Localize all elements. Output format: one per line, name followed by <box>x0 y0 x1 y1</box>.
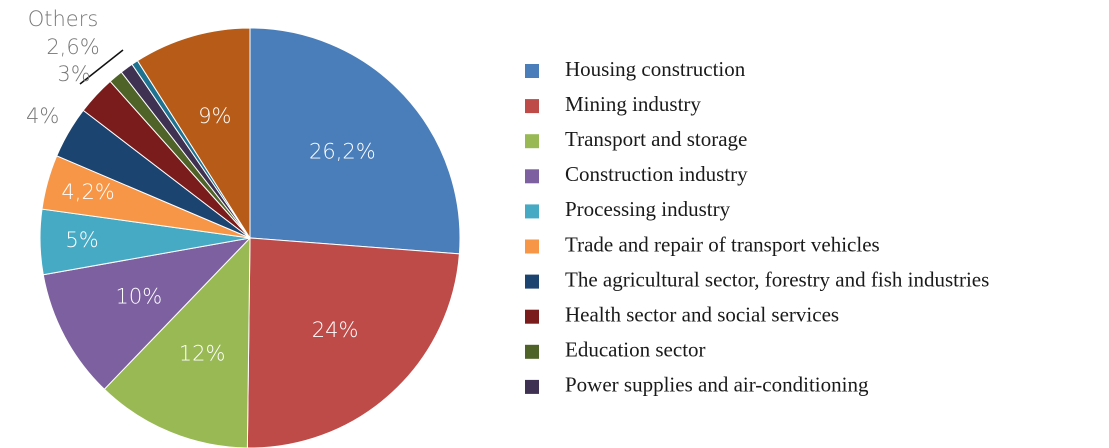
legend-swatch <box>525 99 539 114</box>
data-label: 10% <box>115 284 162 308</box>
pie-slice <box>246 237 460 448</box>
legend-label: The agricultural sector, forestry and fi… <box>565 267 989 291</box>
data-label: 9% <box>198 104 231 128</box>
data-label: 3% <box>57 62 90 86</box>
annotation-line <box>79 49 124 85</box>
legend-swatch <box>525 274 539 289</box>
legend-swatch <box>525 169 539 184</box>
legend-label: Health sector and social services <box>565 303 839 327</box>
data-label: 4% <box>26 104 59 128</box>
legend-swatch <box>525 309 539 324</box>
legend-swatch <box>525 204 539 219</box>
data-label: 24% <box>312 318 359 342</box>
pie-slice <box>42 237 252 390</box>
legend-label: Transport and storage <box>565 127 747 151</box>
legend-swatch <box>525 239 539 254</box>
legend-label: Trade and repair of transport vehicles <box>565 232 880 256</box>
legend-label: Power supplies and air-conditioning <box>565 373 869 397</box>
legend-label: Housing construction <box>565 57 746 81</box>
annotation-text: Others <box>28 7 99 31</box>
data-label: 5% <box>65 228 98 252</box>
legend-label: Construction industry <box>565 162 748 186</box>
annotation-label: 2,6% <box>46 35 99 59</box>
data-label: 26,2% <box>309 139 376 163</box>
legend-swatch <box>525 134 539 149</box>
data-label: 12% <box>179 342 226 366</box>
legend-swatch <box>525 379 539 394</box>
legend-label: Mining industry <box>565 92 701 116</box>
legend-swatch <box>525 344 539 359</box>
pie-slice <box>136 27 251 240</box>
pie-slice <box>249 27 461 255</box>
legend-label: Processing industry <box>565 197 731 221</box>
data-label: 4,2% <box>61 180 114 204</box>
legend-label: Education sector <box>565 338 706 362</box>
legend-swatch <box>525 64 539 78</box>
